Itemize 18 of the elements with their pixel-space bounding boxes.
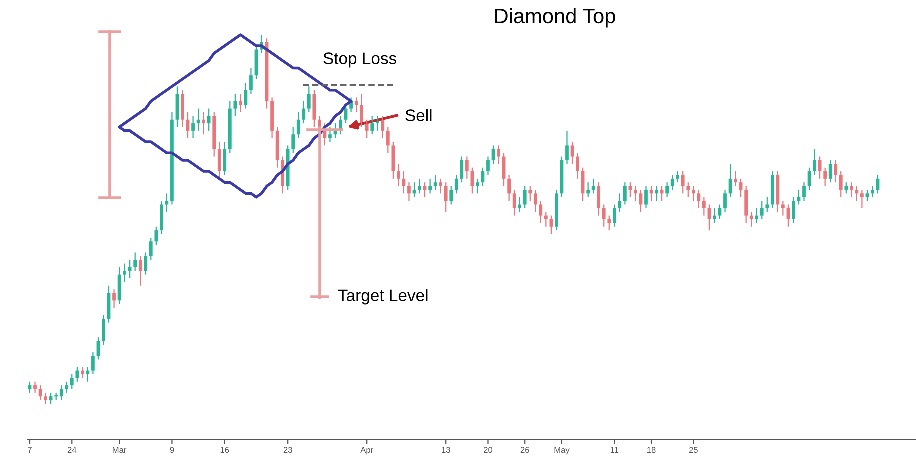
x-tick-label: 23 <box>284 447 292 454</box>
x-tick-label: 25 <box>689 447 698 454</box>
x-tick-label: Apr <box>360 447 374 455</box>
ref-line-label: Target Level <box>338 289 428 305</box>
x-tick-label: 7 <box>28 447 32 453</box>
x-tick-label: 16 <box>220 447 230 454</box>
annotation: Sell <box>406 109 432 122</box>
x-tick-label: May <box>554 447 570 455</box>
x-tick-label: 9 <box>170 447 174 454</box>
x-tick-label: 24 <box>68 447 77 453</box>
x-tick-label: Mar <box>113 447 127 454</box>
x-tick-label: 13 <box>442 447 450 454</box>
x-tick-label: 20 <box>484 447 493 454</box>
annotation: Stop Loss <box>324 52 397 68</box>
x-tick-label: 11 <box>610 447 619 453</box>
x-tick-label: 26 <box>520 447 530 454</box>
x-tick-label: 18 <box>648 447 656 454</box>
chart-title: Diamond Top <box>496 8 616 28</box>
